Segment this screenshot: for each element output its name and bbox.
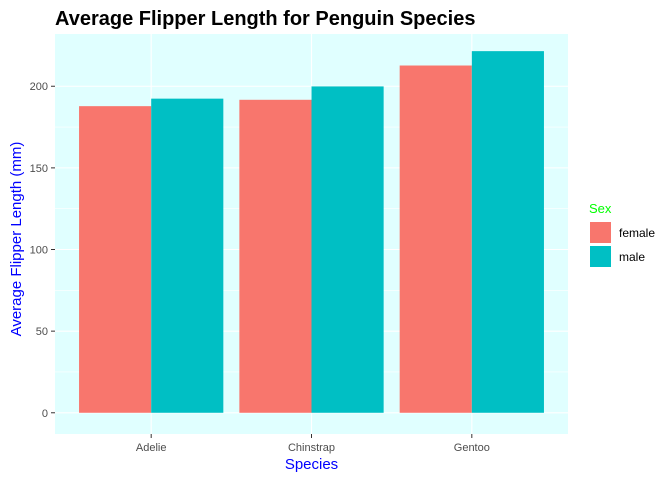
bar-adelie-male [151,98,224,413]
bar-gentoo-female [399,65,472,413]
legend-key-male [590,246,611,267]
legend-label-male: male [619,250,645,264]
y-tick-label: 200 [30,81,48,93]
legend-title: Sex [589,201,612,216]
y-tick-label: 0 [42,408,48,420]
legend-key-female [590,222,611,243]
legend: Sex female male [589,201,655,267]
legend-label-female: female [619,226,655,240]
bars [79,51,544,413]
x-axis: Adelie Chinstrap Gentoo [136,434,490,454]
x-axis-title: Species [285,456,338,473]
chart-title: Average Flipper Length for Penguin Speci… [55,8,475,30]
x-tick-label: Gentoo [454,442,490,454]
x-tick-label: Chinstrap [288,442,335,454]
x-tick-label: Adelie [136,442,167,454]
y-tick-label: 50 [36,326,48,338]
y-tick-label: 100 [30,245,48,257]
bar-gentoo-male [471,51,544,413]
bar-chinstrap-male [311,86,384,413]
bar-adelie-female [79,106,152,413]
bar-chinstrap-female [239,99,312,413]
y-axis: 0 50 100 150 200 [30,81,55,420]
y-axis-title: Average Flipper Length (mm) [8,142,25,337]
y-tick-label: 150 [30,163,48,175]
